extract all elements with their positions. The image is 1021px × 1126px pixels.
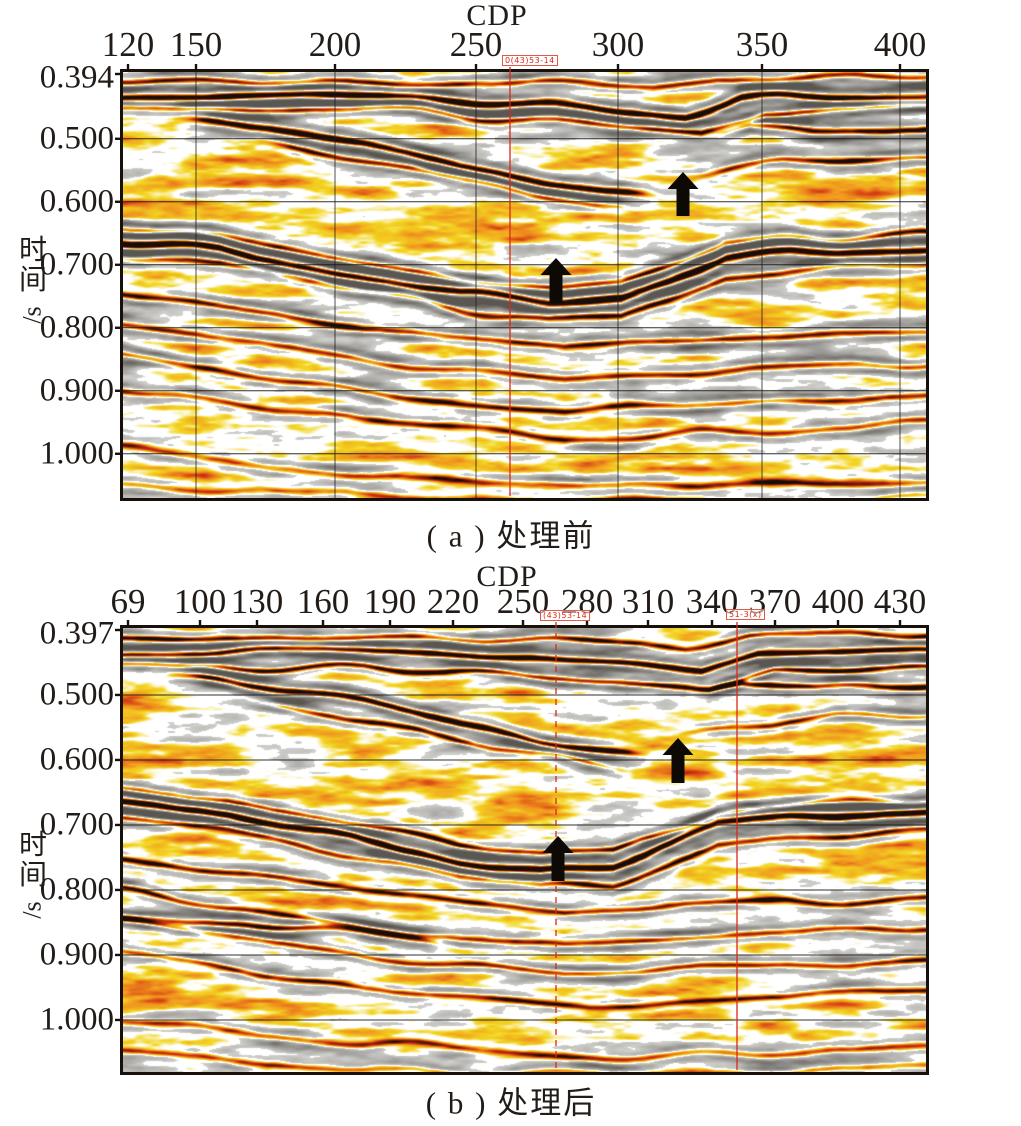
seismic-section-a <box>123 72 926 498</box>
x-tick-label: 160 <box>296 582 350 621</box>
plot-border <box>120 625 929 1075</box>
y-axis-title-char: 时 <box>18 830 48 861</box>
y-tick-label: 0.900 <box>39 372 114 409</box>
y-axis-title-unit: /s <box>17 901 47 919</box>
y-tick-label: 0.900 <box>39 936 114 973</box>
x-tick-label: 130 <box>230 582 284 621</box>
caption-a: ( a ) 处理前 <box>426 518 596 554</box>
x-tick-label: 250 <box>496 582 550 621</box>
x-tick-label: 250 <box>449 25 503 64</box>
x-tick-label: 400 <box>811 582 865 621</box>
y-tick-label: 0.600 <box>39 183 114 220</box>
well-label: (43)53-14 <box>540 610 591 621</box>
x-tick-label: 200 <box>308 25 362 64</box>
seismic-section-b <box>123 628 926 1072</box>
y-tick-label: 0.800 <box>39 309 114 346</box>
x-tick-label: 350 <box>735 25 789 64</box>
x-tick-label: 69 <box>110 582 146 621</box>
x-axis-title-a: CDP <box>466 0 528 32</box>
y-axis-title-b: 时间/s <box>17 830 48 925</box>
x-tick-label: 340 <box>685 582 739 621</box>
y-axis-title-a: 时间/s <box>17 235 48 330</box>
y-tick-label: 0.800 <box>39 871 114 908</box>
y-tick-label: 1.000 <box>39 435 114 472</box>
fault-arrow-icon <box>667 172 699 216</box>
x-tick-label: 310 <box>621 582 675 621</box>
y-tick-label: 0.700 <box>39 806 114 843</box>
caption-b: ( b ) 处理后 <box>425 1085 597 1121</box>
x-tick-label: 430 <box>873 582 927 621</box>
fault-arrow-icon <box>662 738 694 783</box>
x-tick-label: 280 <box>560 582 614 621</box>
x-tick-label: 190 <box>363 582 417 621</box>
x-tick-label: 220 <box>426 582 480 621</box>
x-tick-label: 150 <box>169 25 223 64</box>
plot-border <box>120 69 929 501</box>
y-tick-label: 0.500 <box>39 120 114 157</box>
x-tick-label: 400 <box>873 25 927 64</box>
well-label: 51-3(x) <box>726 609 765 620</box>
x-tick-label: 100 <box>173 582 227 621</box>
y-tick-label: 0.500 <box>39 676 114 713</box>
y-tick-label: 0.397 <box>39 615 114 652</box>
y-tick-label: 1.000 <box>39 1001 114 1038</box>
y-axis-title-char: 时 <box>18 235 48 266</box>
well-label: 0(43)53-14 <box>502 55 558 66</box>
y-axis-title-char: 间 <box>18 860 48 891</box>
y-tick-label: 0.394 <box>39 59 114 96</box>
y-axis-title-unit: /s <box>17 306 47 324</box>
y-axis-title-char: 间 <box>18 265 48 296</box>
x-axis-title-b: CDP <box>476 560 538 593</box>
x-tick-label: 370 <box>748 582 802 621</box>
fault-arrow-icon <box>542 836 574 881</box>
x-tick-label: 300 <box>591 25 645 64</box>
fault-arrow-icon <box>540 258 572 303</box>
x-tick-label: 120 <box>101 25 155 64</box>
y-tick-label: 0.600 <box>39 741 114 778</box>
y-tick-label: 0.700 <box>39 246 114 283</box>
